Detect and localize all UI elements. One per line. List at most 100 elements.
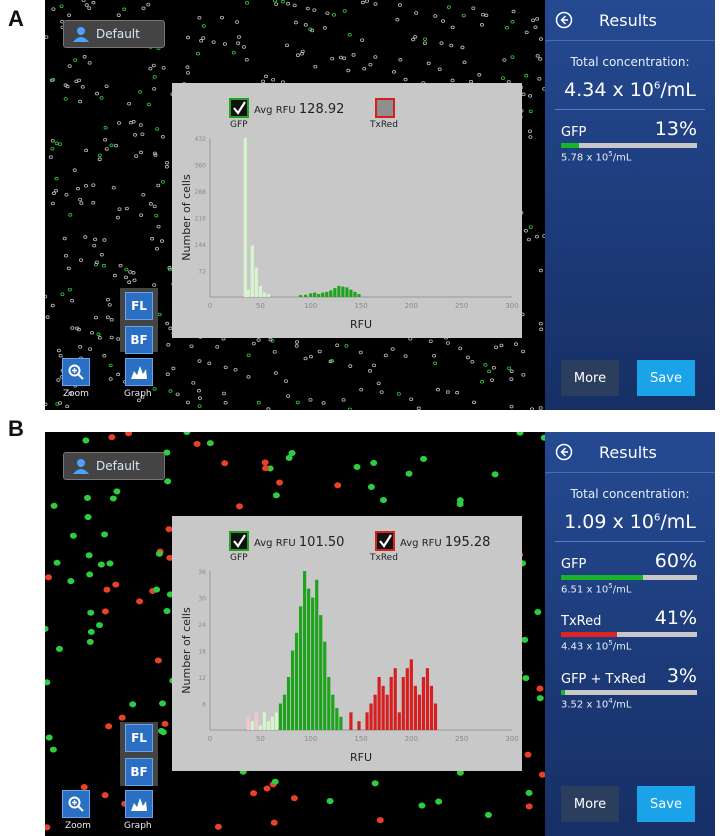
gfp-bar bbox=[266, 721, 270, 730]
back-arrow-icon[interactable] bbox=[555, 11, 573, 29]
gfp-bar bbox=[246, 289, 250, 297]
gfp-bar bbox=[303, 571, 307, 730]
panel-label-b: B bbox=[8, 416, 24, 441]
gfp-bar bbox=[250, 721, 254, 730]
back-arrow-icon[interactable] bbox=[555, 443, 573, 461]
stat-concentration: 6.51 x 105/mL bbox=[561, 582, 632, 596]
y-tick-label: 360 bbox=[195, 163, 207, 170]
y-tick-label: 432 bbox=[195, 136, 207, 143]
gfp-bar bbox=[274, 712, 279, 730]
gfp-bar bbox=[349, 289, 353, 297]
graph-label: Graph bbox=[124, 821, 152, 831]
x-tick-label: 50 bbox=[256, 302, 265, 310]
zoom-button[interactable] bbox=[62, 358, 90, 386]
x-tick-label: 150 bbox=[354, 735, 367, 743]
y-axis-label: Number of cells bbox=[180, 607, 193, 694]
divider bbox=[555, 109, 705, 110]
gfp-bar bbox=[262, 292, 266, 297]
gfp-bar bbox=[258, 285, 262, 297]
graph-label: Graph bbox=[124, 389, 152, 399]
instrument-screen-a: Default GFP Avg RFU 128.92 TxRed 0 50 100 150 2… bbox=[45, 0, 715, 410]
y-tick-label: 144 bbox=[195, 242, 207, 249]
y-tick-label: 36 bbox=[198, 569, 206, 576]
stat-concentration: 5.78 x 105/mL bbox=[561, 150, 632, 164]
default-label: Default bbox=[96, 27, 140, 41]
results-header: Results bbox=[545, 0, 715, 41]
gfp-bar bbox=[319, 615, 323, 730]
zoom-icon bbox=[68, 796, 84, 812]
gfp-checkbox[interactable] bbox=[229, 531, 249, 551]
x-tick-label: 50 bbox=[256, 735, 265, 743]
stat-progress-bar bbox=[561, 632, 697, 638]
gfp-bar bbox=[335, 707, 339, 730]
total-concentration-label: Total concentration: bbox=[570, 487, 690, 501]
gfp-bar bbox=[250, 245, 254, 297]
bf-button[interactable]: BF bbox=[125, 326, 153, 354]
zoom-button[interactable] bbox=[62, 790, 90, 818]
stat-name: GFP bbox=[561, 125, 587, 140]
results-title: Results bbox=[599, 442, 657, 462]
txred-bar bbox=[254, 712, 258, 730]
stat-percent: 3% bbox=[666, 664, 697, 687]
txred-checkbox[interactable] bbox=[375, 98, 395, 118]
y-tick-label: 24 bbox=[198, 622, 206, 629]
stat-progress-bar bbox=[561, 689, 697, 695]
gfp-bar bbox=[290, 650, 295, 730]
user-icon bbox=[73, 27, 89, 42]
txred-bar bbox=[421, 677, 426, 730]
stat-progress-fill bbox=[561, 575, 643, 580]
gfp-avg-rfu: Avg RFU 128.92 bbox=[254, 102, 344, 117]
txred-avg-rfu: Avg RFU 195.28 bbox=[400, 535, 490, 550]
fl-button[interactable]: FL bbox=[125, 724, 153, 752]
results-sidebar: Results Total concentration: 1.09 x 106/… bbox=[545, 432, 715, 836]
txred-bar bbox=[401, 677, 405, 730]
save-button[interactable]: Save bbox=[637, 786, 695, 822]
stat-progress-fill bbox=[561, 689, 566, 695]
more-button[interactable]: More bbox=[561, 786, 619, 822]
txred-checkbox[interactable] bbox=[375, 531, 395, 551]
txred-bar bbox=[357, 721, 361, 730]
default-profile-button[interactable]: Default bbox=[63, 20, 165, 48]
stat-progress-bar bbox=[561, 575, 697, 580]
fl-button[interactable]: FL bbox=[125, 292, 153, 320]
gfp-bar bbox=[339, 716, 343, 730]
stat-progress-fill bbox=[561, 632, 617, 638]
graph-icon bbox=[131, 366, 147, 379]
graph-button[interactable] bbox=[125, 790, 153, 818]
y-tick-label: 6 bbox=[202, 702, 206, 709]
gfp-bar bbox=[304, 294, 308, 297]
gfp-bar bbox=[309, 293, 313, 297]
gfp-bar bbox=[307, 588, 311, 730]
txred-bar bbox=[429, 685, 434, 730]
gfp-bar bbox=[345, 287, 349, 297]
gfp-bar bbox=[254, 267, 258, 297]
gfp-bar bbox=[278, 703, 283, 730]
gfp-bar bbox=[313, 292, 317, 297]
graph-button[interactable] bbox=[125, 358, 153, 386]
stat-gfp: GFP 60% 6.51 x 105/mL bbox=[561, 550, 697, 595]
txred-bar bbox=[409, 659, 413, 730]
txred-bar bbox=[413, 685, 417, 730]
rfu-histogram: GFP Avg RFU 128.92 TxRed 0 50 100 150 200 250 300… bbox=[180, 98, 519, 331]
results-sidebar: Results Total concentration: 4.34 x 106/… bbox=[545, 0, 715, 410]
total-concentration-value: 1.09 x 106/mL bbox=[564, 511, 696, 533]
y-tick-label: 30 bbox=[198, 596, 206, 603]
bf-button[interactable]: BF bbox=[125, 758, 153, 786]
txred-bar bbox=[405, 668, 409, 730]
gfp-bar bbox=[262, 712, 266, 730]
x-tick-label: 150 bbox=[354, 302, 367, 310]
txred-bar bbox=[425, 668, 430, 730]
gfp-checkbox[interactable] bbox=[229, 98, 249, 118]
default-profile-button[interactable]: Default bbox=[63, 452, 165, 480]
gfp-bar bbox=[270, 716, 275, 730]
results-header: Results bbox=[545, 432, 715, 473]
histogram-panel: GFP Avg RFU 128.92 TxRed 0 50 100 150 200 250 300… bbox=[172, 83, 522, 338]
x-tick-label: 300 bbox=[505, 735, 518, 743]
txred-bar bbox=[377, 677, 381, 730]
save-button[interactable]: Save bbox=[637, 360, 695, 396]
more-button[interactable]: More bbox=[561, 360, 619, 396]
stat-progress-fill bbox=[561, 143, 579, 148]
x-tick-label: 200 bbox=[405, 735, 418, 743]
x-tick-label: 0 bbox=[208, 302, 212, 310]
x-tick-label: 200 bbox=[405, 302, 418, 310]
